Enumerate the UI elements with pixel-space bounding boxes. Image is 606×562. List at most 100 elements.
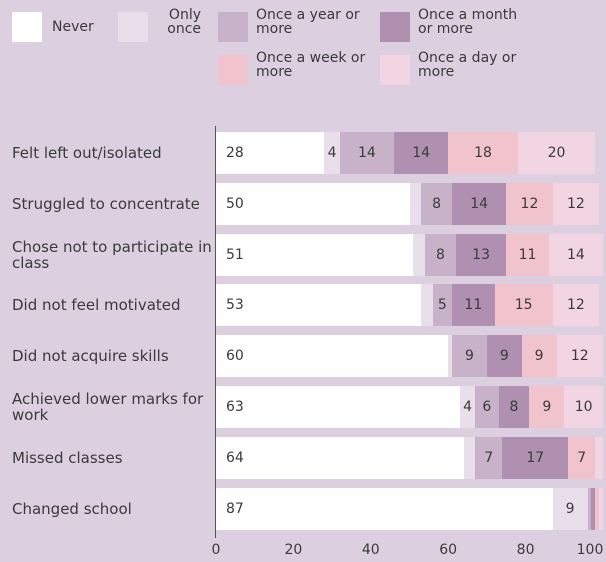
bar-segment [552,487,588,530]
axis-line [215,126,216,538]
bar-segment [216,487,553,530]
value-label: 5 [437,297,447,314]
legend-swatch [218,55,248,85]
bar-segment [486,335,522,378]
bar-segment [494,284,553,327]
value-label: 9 [542,399,552,415]
bar-segment [595,436,603,479]
bar-segment [432,284,453,327]
value-label: 60 [226,348,244,365]
x-tick-label: 0 [211,542,221,558]
x-tick-label: 60 [439,542,458,558]
value-label: 17 [526,449,545,466]
value-label: 4 [463,399,473,415]
value-label: 11 [464,297,483,314]
category-label: Changed school [12,499,132,518]
value-label: 13 [472,246,491,263]
bar-segment [409,182,422,225]
bar-segment [568,436,596,479]
bar-segment [475,386,499,428]
x-tick-label: 40 [361,542,380,558]
category-label: Achieved lower marks for work [12,390,204,424]
value-label: 9 [465,348,474,365]
bar-segment [459,386,476,428]
x-tick-label: 100 [576,542,604,558]
value-label: 12 [566,297,585,314]
value-label: 8 [509,399,519,415]
bar-segment [421,182,453,225]
bar-segment [216,335,449,378]
bar-segment [216,386,460,428]
bar-segment [506,182,553,225]
value-label: 7 [484,449,494,466]
bar-segment [506,233,549,276]
bar-segment [556,335,603,378]
category-label: Struggled to concentrate [12,194,200,213]
value-label: 18 [474,145,492,161]
bar-segment [595,487,600,530]
bar-segment [216,436,464,479]
legend-label: Never [52,19,94,35]
bar-segment [552,182,600,225]
value-label: 63 [226,399,244,415]
value-label: 6 [482,399,492,415]
bar-segment [517,132,596,174]
value-label: 12 [566,195,585,212]
x-tick-label: 20 [284,542,303,558]
bar-segment [564,386,603,428]
bar-segment [394,132,449,174]
legend-swatch [118,12,148,42]
value-label: 14 [566,246,585,263]
x-tick-label: 80 [516,542,535,558]
bar-segment [452,182,507,225]
legend-label: Once a month or more [418,7,518,37]
bar-segment [216,233,414,276]
legend-label: Once a year or more [256,7,360,37]
legend-label: Only once [167,7,201,37]
bar-segment [452,284,495,327]
category-label: Felt left out/isolated [12,144,162,162]
value-label: 9 [499,348,509,365]
legend-swatch [380,12,410,42]
value-label: 10 [574,399,593,415]
bar-segment [475,436,503,479]
value-label: 15 [514,297,533,314]
bar-segment [521,335,557,378]
legend-label: Once a day or more [418,50,517,80]
bar-segment [529,386,565,428]
bar-segment [455,233,507,276]
bar-segment [548,233,603,276]
value-label: 64 [226,449,244,466]
category-label: Did not feel motivated [12,296,181,315]
bar-segment [448,132,518,174]
bar-segment [216,284,422,327]
legend-label: Once a week or more [256,50,366,80]
bar-segment [424,233,456,276]
bar-segment [591,487,596,530]
category-label: Did not acquire skills [12,347,169,366]
bar-segment [339,132,394,174]
value-label: 7 [577,449,587,466]
bar-segment [452,335,487,378]
bar-segment [324,132,340,174]
value-label: 11 [518,246,537,263]
value-label: 53 [226,297,244,314]
bar-segment [413,233,425,276]
legend-swatch [12,12,42,42]
bar-segment [552,284,600,327]
category-label: Chose not to participate in class [12,237,212,272]
value-label: 8 [432,195,442,212]
bar-segment [421,284,433,327]
value-label: 20 [547,145,566,161]
value-label: 9 [534,348,544,365]
value-label: 4 [327,145,337,161]
bar-segment [216,182,410,225]
value-label: 14 [470,195,489,212]
legend-swatch [218,12,248,42]
bar-segment [498,386,530,428]
bar-segment [599,487,603,530]
value-label: 28 [226,145,244,161]
bar-segment [502,436,569,479]
value-label: 14 [358,145,376,161]
